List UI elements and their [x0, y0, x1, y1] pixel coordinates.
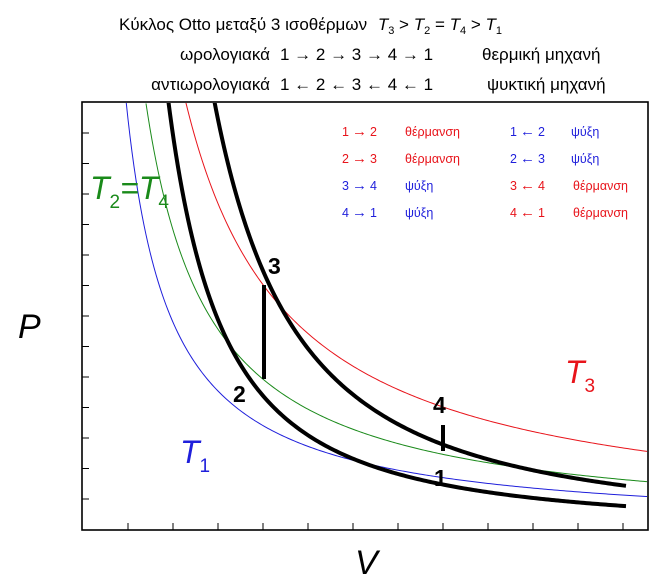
legend-item: 1 ← 2 ψύξη	[510, 123, 599, 140]
legend-item: 2 → 3 θέρμανση	[342, 150, 460, 167]
legend-counterclockwise: 1 ← 2 ψύξη 2 ← 3 ψύξη 3 ← 4 θέρμανση 4 ← 1 θέρμα…	[510, 123, 628, 221]
legend-process: θέρμανση	[405, 125, 460, 139]
header-counterclockwise-label: αντιωρολογιακά	[151, 75, 270, 94]
header-counterclockwise-type: ψυκτική μηχανή	[487, 75, 606, 94]
legend-transition: 4 ← 1	[510, 204, 545, 221]
legend-process: θέρμανση	[405, 152, 460, 166]
state-point-1: 1	[434, 465, 447, 491]
state-point-2: 2	[233, 381, 246, 407]
legend-process: ψύξη	[571, 152, 599, 166]
y-axis-label: P	[18, 308, 41, 346]
legend-process: ψύξη	[405, 206, 433, 220]
adiabat-1-2-curve	[166, 103, 627, 509]
header-clockwise-label: ωρολογιακά	[180, 45, 270, 64]
legend-transition: 2 ← 3	[510, 150, 545, 167]
isotherm-t1-curve	[125, 103, 647, 498]
legend-process: ψύξη	[405, 179, 433, 193]
legend-process: ψύξη	[571, 125, 599, 139]
x-axis-label: V	[355, 544, 381, 581]
adiabat-3-4-curve	[212, 103, 627, 488]
legend-item: 4 ← 1 θέρμανση	[510, 204, 628, 221]
legend-process: θέρμανση	[573, 206, 628, 220]
legend-item: 4 → 1 ψύξη	[342, 204, 433, 221]
legend-item: 2 ← 3 ψύξη	[510, 150, 599, 167]
legend-transition: 2 → 3	[342, 150, 377, 167]
legend-clockwise: 1 → 2 θέρμανση 2 → 3 θέρμανση 3 → 4 ψύξη 4 → 1 ψ…	[342, 123, 460, 221]
legend-item: 3 → 4 ψύξη	[342, 177, 433, 194]
isotherm-t2-t4-label: T2=T4	[90, 170, 169, 213]
legend-transition: 1 ← 2	[510, 123, 545, 140]
isotherm-t1-label: T1	[180, 434, 210, 477]
legend-item: 3 ← 4 θέρμανση	[510, 177, 628, 194]
isotherm-t3-label: T3	[565, 354, 595, 397]
header-counterclockwise-cycle: 1 ← 2 ← 3 ← 4 ← 1	[280, 75, 433, 94]
legend-transition: 1 → 2	[342, 123, 377, 140]
axis-ticks	[82, 132, 624, 530]
header-title: Κύκλος Otto μεταξύ 3 ισοθέρμων T3 > T2 =…	[119, 15, 502, 37]
isotherm-t3-curve	[185, 103, 647, 452]
legend-transition: 4 → 1	[342, 204, 377, 221]
header-clockwise-cycle: 1 → 2 → 3 → 4 → 1	[280, 45, 433, 64]
legend-transition: 3 ← 4	[510, 177, 545, 194]
header-clockwise-type: θερμική μηχανή	[482, 45, 600, 64]
state-point-4: 4	[433, 392, 446, 418]
legend-item: 1 → 2 θέρμανση	[342, 123, 460, 140]
state-point-3: 3	[268, 253, 281, 279]
legend-process: θέρμανση	[573, 179, 628, 193]
legend-transition: 3 → 4	[342, 177, 377, 194]
